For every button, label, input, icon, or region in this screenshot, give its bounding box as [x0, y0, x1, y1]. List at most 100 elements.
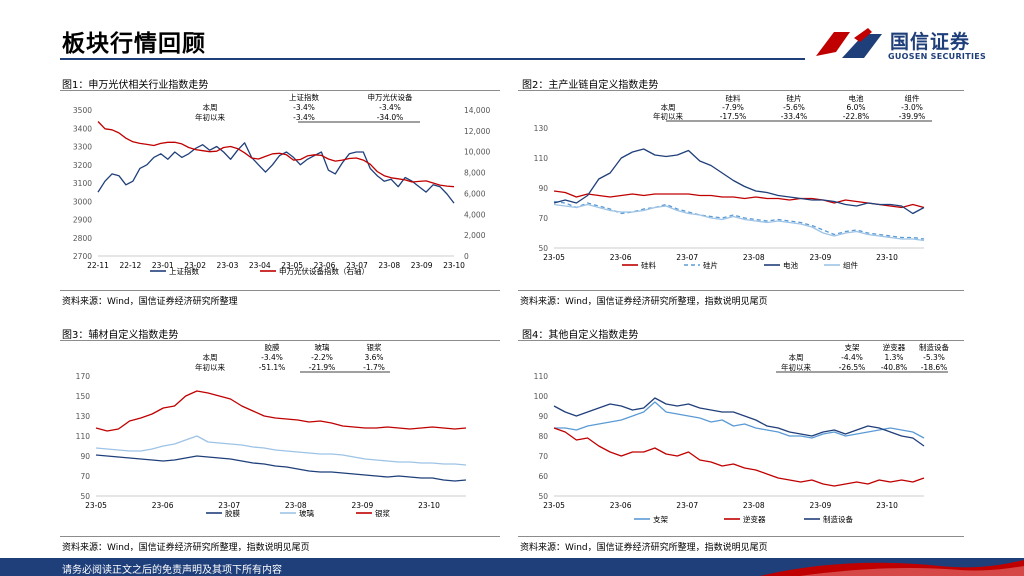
series-line-2: [553, 148, 925, 215]
series-line-1: [553, 427, 925, 487]
y-tick-label: 110: [534, 372, 549, 381]
panel-1-rule: [60, 90, 500, 91]
footer-bar: [0, 558, 1024, 576]
x-tick-label: 23-05: [85, 501, 107, 510]
legend-label-0: 上证指数: [169, 266, 199, 276]
x-tick-label: 23-10: [876, 253, 898, 262]
panel-2-source: 资料来源：Wind，国信证券经济研究所整理，指数说明见尾页: [520, 297, 768, 307]
y-tick-label: 2700: [73, 252, 92, 261]
table-cell-1-0: 年初以来: [195, 112, 225, 122]
panel-4-title: 图4：其他自定义指数走势: [522, 330, 639, 341]
y-tick-label: 50: [538, 492, 548, 501]
legend-label-3: 组件: [843, 260, 858, 270]
table-cell-1-3: -1.7%: [363, 363, 385, 372]
y-tick-label: 110: [76, 432, 91, 441]
table-cell-0-1: -7.9%: [722, 103, 744, 112]
y-tick-label: 130: [534, 124, 549, 133]
x-tick-label: 23-09: [411, 261, 433, 270]
x-tick-label: 22-12: [119, 261, 141, 270]
x-tick-label: 23-07: [218, 501, 240, 510]
table-cell-1-1: -17.5%: [720, 112, 747, 121]
brand-name-en: GUOSEN SECURITIES: [888, 52, 987, 61]
table-header-3: 制造设备: [919, 342, 949, 352]
y-tick-label: 3000: [73, 197, 92, 206]
x-tick-label: 23-09: [810, 501, 832, 510]
y-tick-label: 3100: [73, 179, 92, 188]
table-header-2: 逆变器: [883, 342, 906, 352]
x-tick-label: 23-08: [378, 261, 400, 270]
panel-2-title: 图2：主产业链自定义指数走势: [522, 80, 659, 91]
x-tick-label: 23-01: [152, 261, 174, 270]
legend-label-1: 硅片: [703, 260, 718, 270]
x-tick-label: 23-06: [152, 501, 174, 510]
table-cell-0-1: -3.4%: [261, 353, 283, 362]
table-header-1: 胶膜: [265, 342, 280, 352]
x-tick-label: 23-10: [876, 501, 898, 510]
x-tick-label: 23-06: [610, 253, 632, 262]
x-tick-label: 23-07: [346, 261, 368, 270]
x-tick-label: 23-10: [418, 501, 440, 510]
y-tick-label: 170: [76, 372, 91, 381]
y2-tick-label: 14,000: [464, 106, 490, 115]
x-tick-label: 23-09: [352, 501, 374, 510]
series-line-0: [554, 401, 925, 439]
legend-label-1: 逆变器: [743, 514, 766, 524]
y-tick-label: 3200: [73, 161, 92, 170]
table-cell-1-3: -18.6%: [921, 363, 948, 372]
table-cell-0-4: -3.0%: [901, 103, 923, 112]
brand-name: 国信证券: [890, 31, 971, 53]
table-cell-0-0: 本周: [789, 352, 804, 362]
y-tick-label: 2900: [73, 216, 92, 225]
x-tick-label: 23-07: [676, 501, 698, 510]
footer-wave-decoration: [760, 560, 1024, 576]
y-tick-label: 110: [534, 154, 549, 163]
x-tick-label: 23-08: [285, 501, 307, 510]
y2-tick-label: 10,000: [464, 148, 490, 157]
table-cell-0-3: 3.6%: [364, 353, 383, 362]
series-line-1: [97, 121, 455, 188]
table-header-3: 电池: [849, 93, 864, 103]
title-divider: [60, 58, 805, 60]
legend-label-2: 制造设备: [823, 514, 853, 524]
legend-label-0: 支架: [653, 514, 668, 524]
guosen-logo-icon: [816, 28, 882, 58]
table-cell-0-0: 本周: [203, 102, 218, 112]
series-line-1: [95, 435, 467, 466]
series-line-0: [97, 142, 455, 204]
panel-3-rule: [60, 340, 500, 341]
y2-tick-label: 8,000: [464, 169, 486, 178]
table-header-1: 硅料: [726, 93, 741, 103]
table-cell-0-2: -5.6%: [783, 103, 805, 112]
table-header-1: 上证指数: [289, 92, 319, 102]
y-tick-label: 90: [538, 412, 548, 421]
y-tick-label: 90: [538, 184, 548, 193]
panel-2-rule: [518, 90, 964, 91]
panel-2-source-rule: [518, 290, 964, 291]
table-cell-1-2: -34.0%: [377, 113, 404, 122]
x-tick-label: 23-08: [743, 501, 765, 510]
panel-4-source-rule: [518, 536, 964, 537]
panel-3-title: 图3：辅材自定义指数走势: [62, 330, 179, 341]
table-cell-0-1: -3.4%: [293, 103, 315, 112]
panel-4-source: 资料来源：Wind，国信证券经济研究所整理，指数说明见尾页: [520, 543, 768, 553]
y2-tick-label: 4,000: [464, 210, 486, 219]
x-tick-label: 23-04: [249, 261, 271, 270]
series-line-0: [95, 454, 467, 482]
table-cell-1-4: -39.9%: [899, 112, 926, 121]
x-tick-label: 23-05: [543, 501, 565, 510]
table-header-4: 组件: [905, 93, 920, 103]
legend-label-2: 电池: [783, 260, 798, 270]
series-line-2: [95, 390, 467, 432]
y-tick-label: 3400: [73, 124, 92, 133]
y-tick-label: 90: [80, 452, 90, 461]
table-cell-0-2: -3.4%: [379, 103, 401, 112]
panel-1-source: 资料来源：Wind，国信证券经济研究所整理: [62, 297, 238, 307]
x-tick-label: 22-11: [87, 261, 109, 270]
y-tick-label: 130: [76, 412, 91, 421]
table-cell-0-2: 1.3%: [884, 353, 903, 362]
legend-label-1: 玻璃: [299, 508, 314, 518]
x-tick-label: 23-02: [184, 261, 206, 270]
